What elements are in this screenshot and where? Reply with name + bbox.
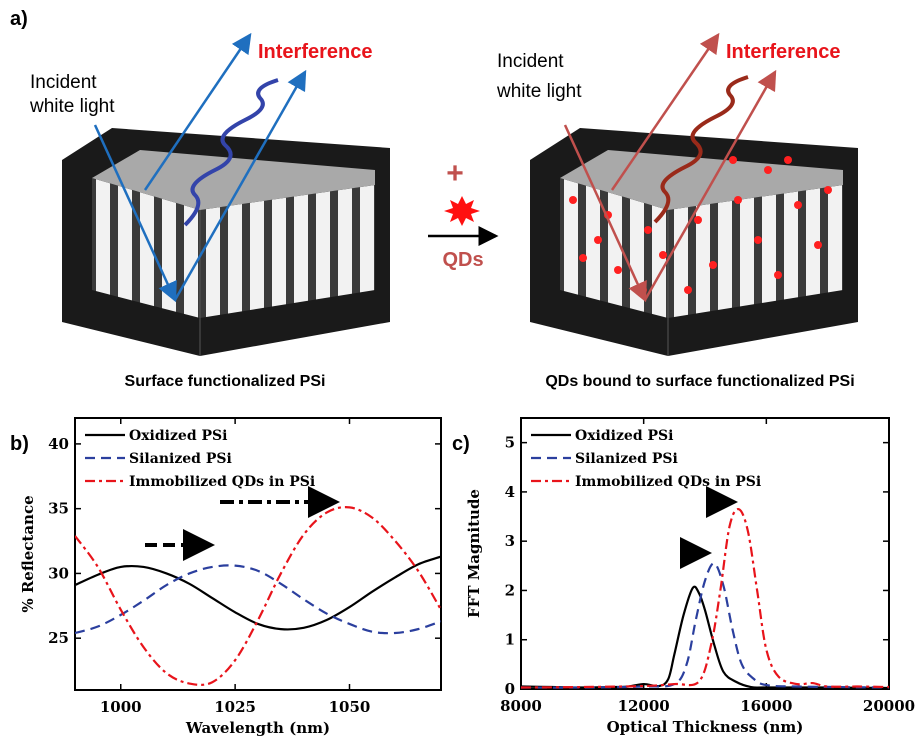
interference-wave-left — [183, 78, 279, 227]
interference-label-left: Interference — [258, 41, 373, 63]
interference-label-right: Interference — [726, 41, 841, 63]
plot-frame — [520, 417, 890, 690]
y-tick-label: 5 — [505, 434, 515, 452]
y-tick-label: 1 — [505, 631, 515, 649]
series-line-silanized-psi — [75, 564, 441, 635]
y-axis-label: FFT Magnitude — [465, 489, 483, 618]
series-line-immobilized-qds-in-psi — [521, 508, 889, 689]
y-tick-label: 0 — [505, 680, 515, 698]
legend-label: Oxidized PSi — [129, 428, 227, 444]
plot-frame — [74, 417, 442, 691]
x-tick-label: 1050 — [329, 698, 371, 716]
x-tick-label: 20000 — [863, 697, 915, 715]
series-line-oxidized-psi — [75, 555, 441, 631]
y-tick-label: 4 — [505, 483, 515, 501]
caption-left: Surface functionalized PSi — [125, 373, 326, 390]
x-tick-label: 8000 — [500, 697, 542, 715]
x-axis-label: Wavelength (nm) — [185, 719, 330, 737]
caption-right: QDs bound to surface functionalized PSi — [545, 373, 854, 390]
legend-label: Silanized PSi — [575, 451, 678, 467]
y-tick-label: 3 — [505, 532, 515, 550]
legend-label: Immobilized QDs in PSi — [575, 474, 761, 490]
legend-label: Oxidized PSi — [575, 428, 673, 444]
legend-label: Silanized PSi — [129, 451, 232, 467]
x-tick-label: 1000 — [100, 698, 142, 716]
panel-c-label: c) — [452, 433, 470, 455]
series-line-immobilized-qds-in-psi — [75, 506, 441, 686]
y-tick-label: 2 — [505, 581, 515, 599]
psi-block-right — [530, 128, 858, 356]
x-tick-label: 12000 — [618, 697, 670, 715]
panel-b-label: b) — [10, 433, 29, 455]
y-axis-label: % Reflectance — [19, 495, 37, 612]
y-tick-label: 40 — [48, 435, 69, 453]
incident-label-left-2: white light — [29, 96, 115, 117]
incident-label-left-1: Incident — [30, 72, 97, 93]
incident-label-right-2: white light — [496, 81, 582, 102]
x-tick-label: 1025 — [214, 698, 256, 716]
x-axis-label: Optical Thickness (nm) — [607, 718, 804, 736]
reflectance-chart: 1000 1025 1050 25 30 35 40 Wavelength (nm) % Ref… — [19, 417, 442, 737]
qd-burst-icon — [444, 196, 480, 226]
interference-wave-right — [653, 75, 749, 224]
incident-label-right-1: Incident — [497, 51, 564, 72]
x-tick-label: 16000 — [740, 697, 792, 715]
y-tick-label: 35 — [48, 500, 69, 518]
y-tick-label: 30 — [48, 564, 69, 582]
light-rays-right — [563, 32, 777, 303]
y-tick-label: 25 — [48, 629, 69, 647]
panel-a-label: a) — [10, 8, 28, 30]
fft-chart: 8000 12000 16000 20000 0 1 2 3 4 5 Optical Thickne… — [465, 417, 915, 736]
legend-label: Immobilized QDs in PSi — [129, 474, 315, 490]
plus-sign: + — [446, 157, 464, 190]
qds-label: QDs — [442, 249, 483, 271]
light-rays-left — [93, 32, 307, 303]
